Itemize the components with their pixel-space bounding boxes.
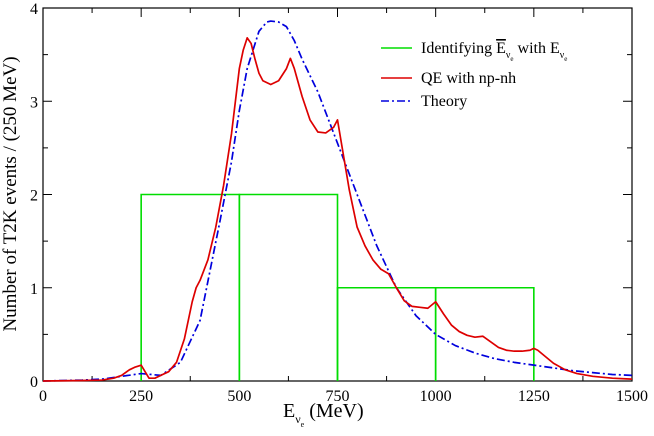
plot-area: 0 250 500 750 1000 1250 1500 0 1 2 3 4	[30, 1, 648, 405]
y-tick-label: 3	[30, 94, 38, 111]
legend-label-qe: QE with np-nh	[421, 70, 516, 87]
x-tick-label: 250	[129, 388, 153, 405]
x-axis-label-subsub: e	[301, 420, 305, 429]
legend: Identifying Eνe with Eνe QE with np-nh T…	[381, 40, 567, 110]
series-layer	[42, 20, 633, 382]
legend-label-histogram-with: with	[514, 40, 550, 57]
x-axis-label: Eνe (MeV)	[283, 400, 364, 429]
y-tick-label: 4	[30, 1, 38, 18]
y-tick-label: 1	[30, 281, 38, 298]
x-tick-label: 500	[227, 388, 251, 405]
axis-ticks: 0 250 500 750 1000 1250 1500 0 1 2 3 4	[30, 1, 648, 405]
legend-label-histogram: Identifying Eνe with Eνe	[421, 40, 567, 63]
legend-label-histogram-sub2: ν	[560, 50, 565, 61]
histogram-bar	[434, 286, 535, 381]
y-tick-label: 2	[30, 188, 38, 205]
x-axis-label-unit: (MeV)	[309, 400, 363, 422]
y-tick-label: 0	[30, 374, 38, 391]
x-tick-label: 1000	[420, 388, 452, 405]
x-axis-label-symbol: E	[283, 400, 295, 422]
x-tick-label: 1250	[518, 388, 550, 405]
legend-label-theory: Theory	[421, 93, 467, 110]
x-tick-label: 1500	[616, 388, 648, 405]
x-tick-label: 750	[326, 388, 350, 405]
legend-label-histogram-main: Identifying	[421, 40, 496, 57]
legend-label-histogram-e2: E	[550, 40, 560, 57]
legend-label-histogram-subsub2: e	[564, 55, 567, 63]
legend-label-histogram-sub: ν	[506, 50, 511, 61]
x-axis-label-sub: ν	[295, 412, 301, 426]
y-axis-label: Number of T2K events / (250 MeV)	[0, 56, 21, 331]
theory-curve	[42, 20, 633, 382]
legend-label-histogram-subsub: e	[510, 55, 513, 63]
x-tick-label: 0	[39, 388, 47, 405]
qe-np-nh-curve	[42, 36, 633, 382]
legend-label-histogram-ebar: E	[496, 40, 506, 57]
